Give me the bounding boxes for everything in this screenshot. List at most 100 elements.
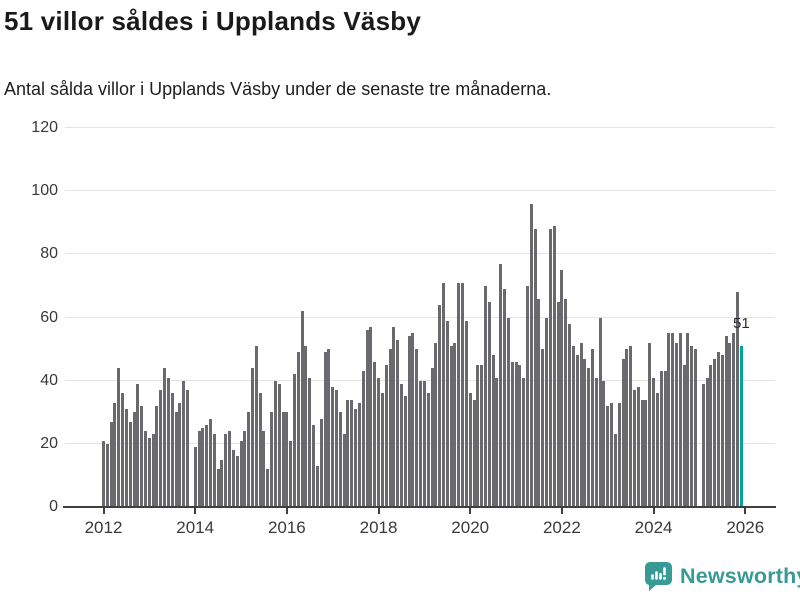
- bar: [289, 440, 293, 507]
- x-axis-line: [63, 506, 776, 508]
- bar: [323, 352, 327, 507]
- gridline: [65, 253, 775, 255]
- bar: [415, 349, 419, 507]
- bar: [300, 311, 304, 507]
- bar: [461, 282, 465, 507]
- bar: [350, 399, 354, 507]
- bar: [610, 402, 614, 507]
- bar: [109, 421, 113, 507]
- x-axis-tick-mark: [194, 508, 197, 514]
- x-axis-tick-label: 2020: [451, 518, 490, 537]
- bar: [617, 402, 621, 507]
- bar: [514, 361, 518, 507]
- bar: [541, 349, 545, 507]
- bar: [262, 431, 266, 507]
- bar: [231, 450, 235, 507]
- bar: [648, 342, 652, 507]
- bar: [526, 285, 530, 507]
- bar: [377, 377, 381, 507]
- bar: [136, 383, 140, 507]
- bar: [453, 342, 457, 507]
- bar: [522, 377, 526, 507]
- bar: [201, 428, 205, 507]
- bar: [640, 399, 644, 507]
- bar: [564, 298, 568, 507]
- bar: [430, 368, 434, 507]
- bar: [602, 380, 606, 507]
- bar: [117, 368, 121, 507]
- highlighted-bar: [739, 345, 743, 507]
- bar: [411, 333, 415, 507]
- x-axis-tick-mark: [377, 508, 380, 514]
- bar: [304, 345, 308, 507]
- bar: [594, 377, 598, 507]
- bar: [407, 336, 411, 507]
- bar: [239, 440, 243, 507]
- bar: [419, 380, 423, 507]
- bar: [365, 330, 369, 507]
- x-axis-tick-mark: [560, 508, 563, 514]
- bar: [155, 405, 159, 507]
- bar: [449, 345, 453, 507]
- bar: [312, 424, 316, 507]
- x-axis-tick-label: 2018: [359, 518, 398, 537]
- bar: [445, 320, 449, 507]
- bar: [396, 339, 400, 507]
- bar: [545, 317, 549, 507]
- bar: [636, 386, 640, 507]
- bar: [568, 323, 572, 507]
- bar: [121, 393, 125, 507]
- newsworthy-logo: Newsworthy: [644, 560, 800, 592]
- bar: [495, 377, 499, 507]
- bar: [147, 437, 151, 507]
- y-axis-tick-label: 120: [31, 119, 58, 136]
- bar: [598, 317, 602, 507]
- bar: [132, 412, 136, 507]
- bar: [144, 431, 148, 507]
- bar: [560, 270, 564, 507]
- bar: [124, 409, 128, 507]
- y-axis-tick-label: 80: [40, 245, 58, 263]
- bar: [399, 383, 403, 507]
- bar: [587, 368, 591, 507]
- y-axis-tick-label: 60: [40, 308, 58, 326]
- bar: [533, 229, 537, 507]
- y-axis-tick-label: 0: [49, 498, 58, 515]
- bar: [151, 434, 155, 507]
- bar: [228, 431, 232, 507]
- bar: [503, 289, 507, 507]
- bar: [548, 229, 552, 507]
- bar: [296, 352, 300, 507]
- bar: [487, 301, 491, 507]
- bar: [556, 301, 560, 507]
- bar: [128, 421, 132, 507]
- bar: [380, 393, 384, 507]
- bar: [472, 399, 476, 507]
- bar: [621, 358, 625, 507]
- bar: [166, 377, 170, 507]
- bar: [361, 371, 365, 507]
- bar: [671, 333, 675, 507]
- bar: [277, 383, 281, 507]
- bar: [491, 355, 495, 507]
- gridline: [65, 190, 775, 192]
- bar: [235, 456, 239, 507]
- bar: [113, 402, 117, 507]
- bar: [388, 349, 392, 507]
- bar: [667, 333, 671, 507]
- bar: [205, 424, 209, 507]
- bar: [694, 349, 698, 507]
- bar: [625, 349, 629, 507]
- bar: [434, 342, 438, 507]
- bar: [655, 393, 659, 507]
- bar: [736, 292, 740, 507]
- y-axis-tick-label: 40: [40, 371, 58, 389]
- bar: [258, 393, 262, 507]
- bar: [652, 377, 656, 507]
- bar: [182, 380, 186, 507]
- bar: [438, 304, 442, 507]
- bar: [342, 434, 346, 507]
- x-axis-tick-label: 2016: [267, 518, 306, 537]
- bar: [629, 345, 633, 507]
